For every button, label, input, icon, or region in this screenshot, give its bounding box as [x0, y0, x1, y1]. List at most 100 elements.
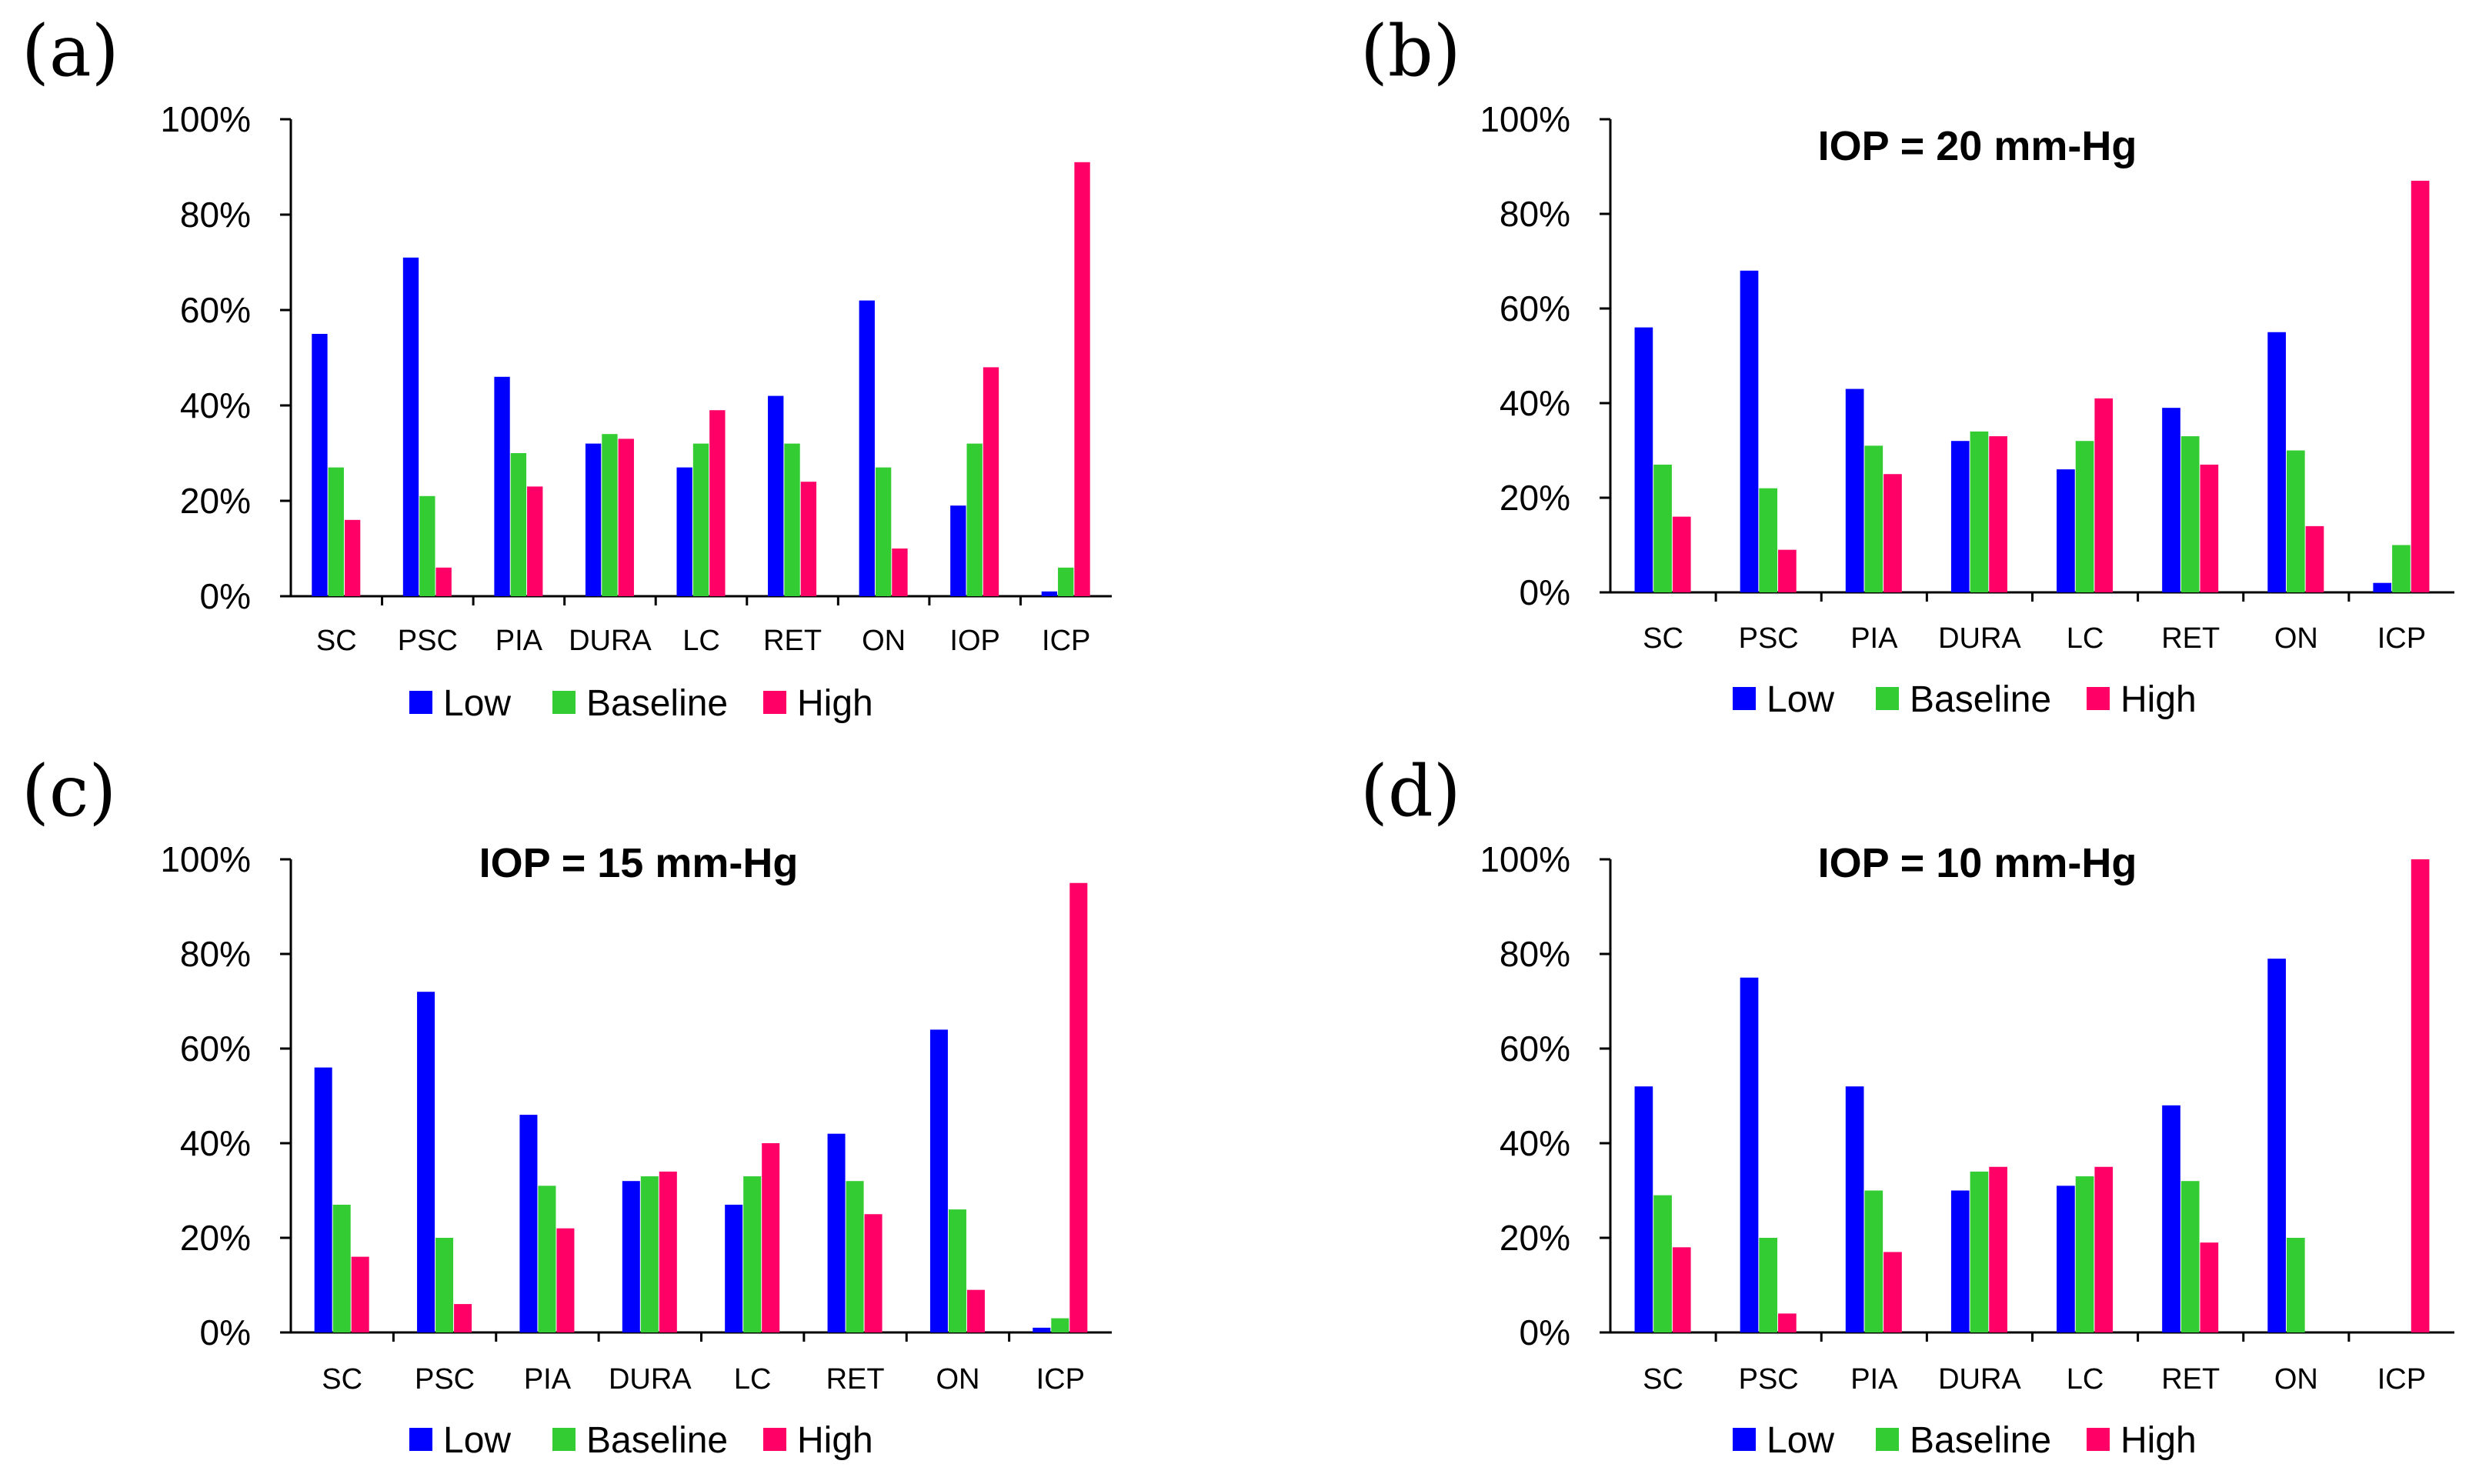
bar-high-icp	[2411, 180, 2430, 592]
y-tick-label: 20%	[1500, 478, 1570, 518]
bar-low-ret	[827, 1133, 846, 1332]
bar-baseline-pia	[538, 1186, 556, 1332]
bar-baseline-sc	[332, 1204, 351, 1332]
bar-baseline-on	[875, 467, 892, 596]
y-tick-label: 40%	[180, 1123, 251, 1163]
y-tick-label: 100%	[160, 99, 251, 139]
bar-low-icp	[2373, 582, 2392, 592]
x-category-label: ON	[936, 1363, 979, 1396]
bar-baseline-lc	[743, 1176, 762, 1332]
legend-label-baseline: Baseline	[586, 683, 728, 724]
chart-panel-c: (c) IOP = 15 mm-Hg 0% 20% 40% 60% 80% 100% SC PSC…	[22, 750, 1112, 1461]
bar-high-pia	[527, 486, 543, 596]
bar-high-sc	[1672, 1247, 1691, 1332]
legend-swatch-low	[1733, 1428, 1756, 1451]
bar-high-ret	[2200, 464, 2219, 592]
chart-title: IOP = 20 mm-Hg	[1818, 123, 2137, 169]
y-tick-label: 40%	[1500, 1123, 1570, 1163]
y-tick-label: 40%	[1500, 383, 1570, 423]
bar-baseline-psc	[1759, 1238, 1778, 1332]
bar-low-pia	[1845, 1086, 1864, 1332]
legend-swatch-low	[1733, 687, 1756, 710]
bar-low-dura	[585, 443, 602, 596]
bar-low-on	[859, 300, 875, 596]
bar-high-ret	[2200, 1242, 2219, 1332]
bar-low-ret	[2162, 1105, 2180, 1332]
bar-high-pia	[1883, 474, 1902, 592]
legend-swatch-low	[409, 691, 432, 714]
y-tick-label: 100%	[1480, 839, 1570, 879]
chart-title: IOP = 15 mm-Hg	[479, 840, 799, 886]
y-tick-label: 80%	[1500, 934, 1570, 974]
x-category-label: SC	[316, 625, 357, 657]
x-category-label: ON	[862, 625, 906, 657]
bar-baseline-pia	[510, 453, 527, 596]
legend-label-low: Low	[443, 1420, 511, 1461]
bar-low-psc	[1740, 270, 1759, 592]
bar-low-pia	[519, 1115, 538, 1332]
bar-baseline-sc	[1653, 1195, 1672, 1332]
y-tick-label: 60%	[1500, 288, 1570, 328]
bar-low-iop	[950, 505, 966, 596]
bar-baseline-on	[2286, 1238, 2305, 1332]
bar-high-dura	[618, 439, 634, 596]
bar-baseline-icp	[1058, 567, 1074, 596]
x-category-label: LC	[734, 1363, 772, 1396]
panel-label: (a)	[22, 10, 119, 92]
bar-high-dura	[659, 1171, 677, 1332]
legend-label-baseline: Baseline	[586, 1420, 728, 1461]
bar-baseline-ret	[2180, 436, 2200, 592]
bar-baseline-psc	[1759, 488, 1778, 592]
x-category-label: PSC	[398, 625, 458, 657]
bar-baseline-ret	[784, 443, 800, 596]
bar-high-on	[2305, 525, 2324, 592]
panel-label: (d)	[1360, 750, 1461, 832]
bar-baseline-psc	[419, 495, 435, 596]
panel-label: (b)	[1360, 10, 1461, 92]
x-category-label: DURA	[1938, 622, 2021, 655]
bar-high-icp	[1074, 162, 1090, 597]
bar-baseline-lc	[2075, 441, 2094, 592]
y-tick-label: 0%	[200, 576, 251, 616]
bar-baseline-dura	[1970, 431, 1989, 592]
bar-low-dura	[1950, 1190, 1970, 1332]
bar-high-psc	[454, 1304, 472, 1332]
x-category-label: SC	[1643, 622, 1683, 655]
legend-swatch-baseline	[1876, 687, 1899, 710]
bar-baseline-lc	[692, 443, 709, 596]
x-category-label: PIA	[1850, 1363, 1898, 1396]
bar-baseline-on	[2286, 450, 2305, 592]
y-tick-label: 60%	[180, 290, 251, 330]
bar-low-on	[2267, 959, 2286, 1332]
legend-label-high: High	[797, 1420, 873, 1461]
bar-high-lc	[709, 410, 726, 596]
x-category-label: ICP	[2377, 1363, 2426, 1396]
bar-low-on	[929, 1029, 948, 1332]
x-category-label: DURA	[1938, 1363, 2021, 1396]
y-tick-label: 0%	[1520, 1312, 1570, 1352]
legend-swatch-high	[2087, 1428, 2110, 1451]
legend-swatch-baseline	[1876, 1428, 1899, 1451]
legend-label-low: Low	[1767, 1420, 1834, 1461]
bar-high-on	[892, 549, 908, 596]
bar-low-sc	[312, 334, 328, 596]
x-category-label: DURA	[569, 625, 652, 657]
y-tick-label: 60%	[180, 1029, 251, 1069]
chart-panel-a: (a) 0% 20% 40% 60% 80% 100% SC PSC PIA DURA LC RET ON…	[22, 10, 1112, 724]
x-category-label: SC	[322, 1363, 362, 1396]
legend-swatch-baseline	[552, 691, 576, 714]
x-category-label: RET	[2161, 1363, 2220, 1396]
y-tick-label: 80%	[180, 195, 251, 235]
bar-high-lc	[2094, 1166, 2114, 1332]
bar-baseline-ret	[2180, 1181, 2200, 1332]
bar-high-ret	[864, 1214, 883, 1332]
bar-high-sc	[344, 519, 361, 596]
bar-high-pia	[1883, 1252, 1902, 1332]
legend-label-low: Low	[443, 683, 511, 724]
x-category-label: LC	[2067, 1363, 2104, 1396]
bar-high-icp	[1069, 882, 1088, 1332]
bar-baseline-icp	[1051, 1318, 1069, 1332]
bar-high-psc	[1778, 1313, 1797, 1332]
legend-label-baseline: Baseline	[1910, 1420, 2051, 1461]
